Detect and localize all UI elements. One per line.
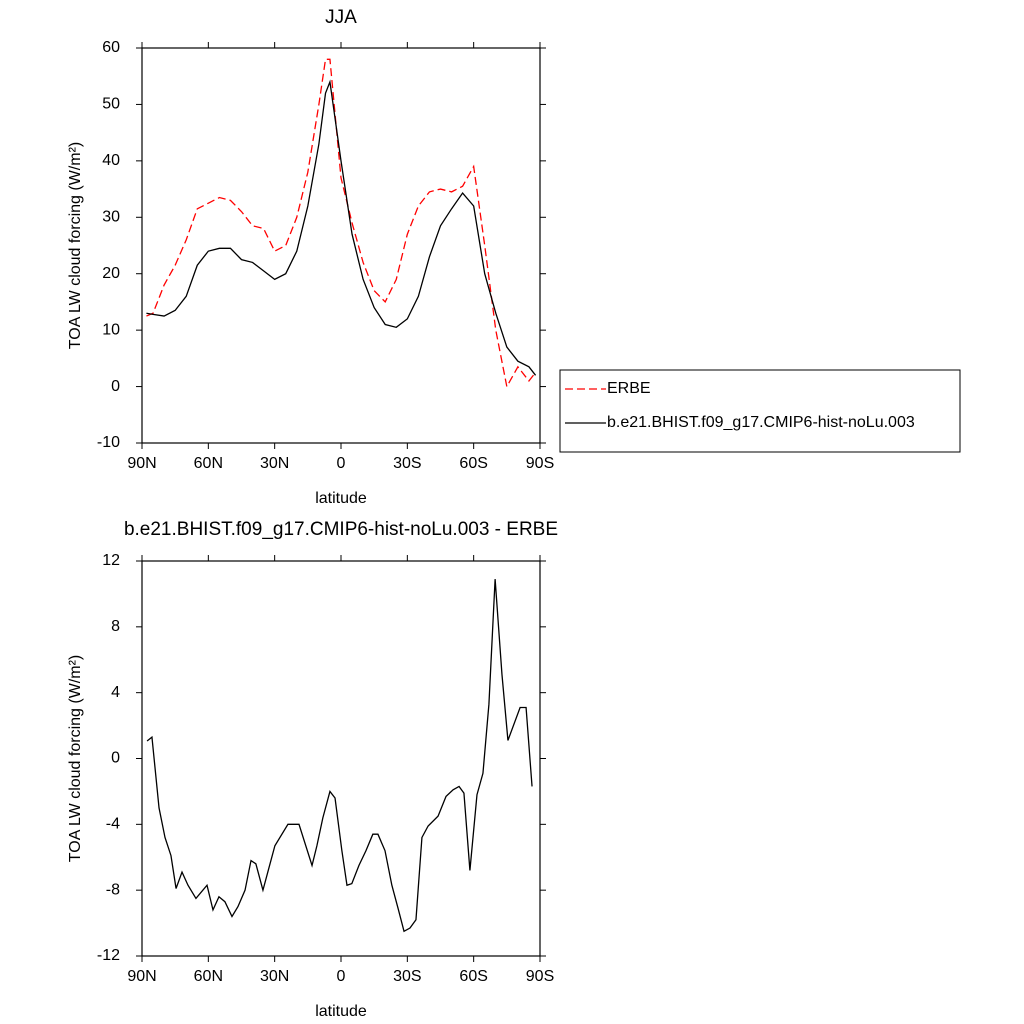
x-tick-label: 0 (337, 968, 346, 985)
y-tick-label: -8 (106, 881, 120, 898)
y-tick-label: 50 (102, 96, 120, 113)
x-tick-label: 30N (260, 455, 289, 472)
y-axis-label: TOA LW cloud forcing (W/m²) (67, 655, 84, 862)
legend: ERBE b.e21.BHIST.f09_g17.CMIP6-hist-noLu.… (559, 369, 961, 453)
x-axis-label: latitude (315, 1003, 367, 1020)
x-tick-label: 90N (127, 455, 156, 472)
x-tick-label: 60N (194, 455, 223, 472)
plot-frame (141, 560, 541, 957)
x-tick-label: 60S (459, 968, 487, 985)
x-tick-label: 90N (127, 968, 156, 985)
y-tick-label: 4 (111, 684, 120, 701)
y-tick-label: 10 (102, 321, 120, 338)
x-tick-label: 0 (337, 455, 346, 472)
y-tick-label: 20 (102, 265, 120, 282)
chart-title: JJA (325, 7, 357, 28)
x-tick-label: 90S (526, 968, 554, 985)
chart: JJA -10 0 10 20 30 40 50 60 90N 60N 30N 0 30S 60S 90S la… (67, 7, 961, 507)
legend-frame (559, 369, 961, 453)
y-tick-label: 12 (102, 552, 120, 569)
chart-title: b.e21.BHIST.f09_g17.CMIP6-hist-noLu.003 … (124, 519, 558, 540)
x-axis-label: latitude (315, 490, 367, 507)
x-tick-label: 30S (393, 455, 421, 472)
x-tick-label: 30N (260, 968, 289, 985)
y-tick-label: 30 (102, 209, 120, 226)
series-line (146, 579, 533, 933)
series-line (146, 58, 537, 389)
legend-label: ERBE (607, 380, 651, 397)
y-tick-label: -12 (97, 947, 120, 964)
x-tick-label: 90S (526, 455, 554, 472)
y-axis-label: TOA LW cloud forcing (W/m²) (67, 142, 84, 349)
legend-label: b.e21.BHIST.f09_g17.CMIP6-hist-noLu.003 (607, 414, 915, 431)
y-tick-label: 60 (102, 39, 120, 56)
y-tick-label: 8 (111, 618, 120, 635)
x-tick-label: 60N (194, 968, 223, 985)
y-tick-label: 40 (102, 152, 120, 169)
x-tick-label: 30S (393, 968, 421, 985)
chart: b.e21.BHIST.f09_g17.CMIP6-hist-noLu.003 … (67, 519, 558, 1020)
y-tick-label: 0 (111, 378, 120, 395)
series-line (146, 79, 537, 376)
x-tick-label: 60S (459, 455, 487, 472)
y-tick-label: -10 (97, 434, 120, 451)
y-tick-label: -4 (106, 816, 120, 833)
y-tick-label: 0 (111, 750, 120, 767)
